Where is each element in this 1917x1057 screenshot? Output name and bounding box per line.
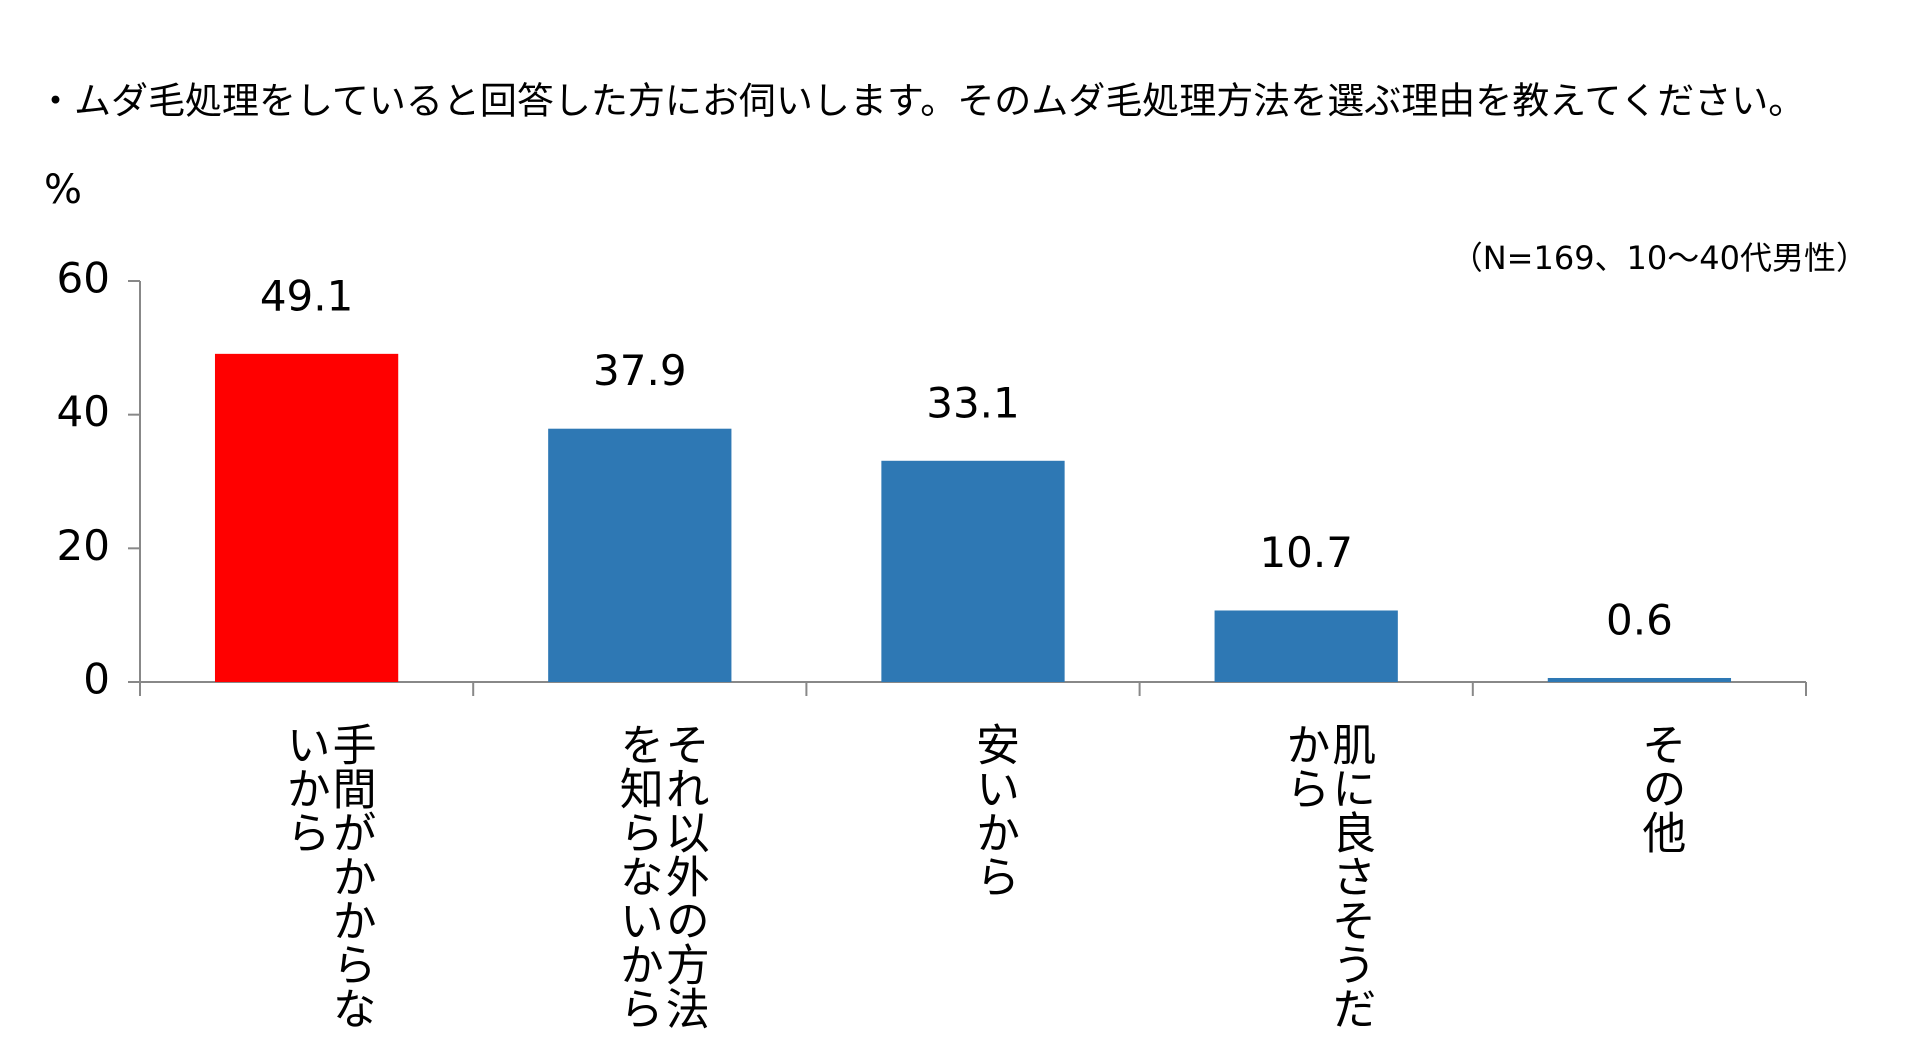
value-label: 0.6 [1606, 595, 1673, 644]
chart-title: ・ムダ毛処理をしていると回答した方にお伺いします。そのムダ毛処理方法を選ぶ理由を… [37, 80, 1805, 123]
y-tick-label: 60 [57, 254, 110, 303]
bar [1547, 677, 1732, 682]
note: （N=169、10～40代男性） [1451, 239, 1868, 277]
y-axis-label: % [44, 167, 82, 213]
y-tick-label: 0 [83, 655, 110, 704]
x-tick-label: 安いから [968, 722, 1019, 898]
x-tick-label: 肌に良さそうだから [1278, 722, 1376, 1030]
bar [548, 428, 732, 682]
y-tick-label: 20 [57, 521, 110, 570]
x-tick-label: 手間がかからないから [278, 722, 376, 1030]
value-label: 10.7 [1259, 528, 1353, 577]
bar [881, 460, 1065, 682]
bar [1214, 610, 1398, 682]
y-tick-label: 40 [57, 387, 110, 436]
value-label: 37.9 [593, 346, 687, 395]
x-tick-label: その他 [1634, 722, 1686, 854]
value-label: 33.1 [926, 378, 1020, 427]
bar [214, 353, 399, 682]
value-label: 49.1 [260, 271, 354, 320]
x-tick-label: それ以外の方法を知らないから [611, 722, 709, 1030]
